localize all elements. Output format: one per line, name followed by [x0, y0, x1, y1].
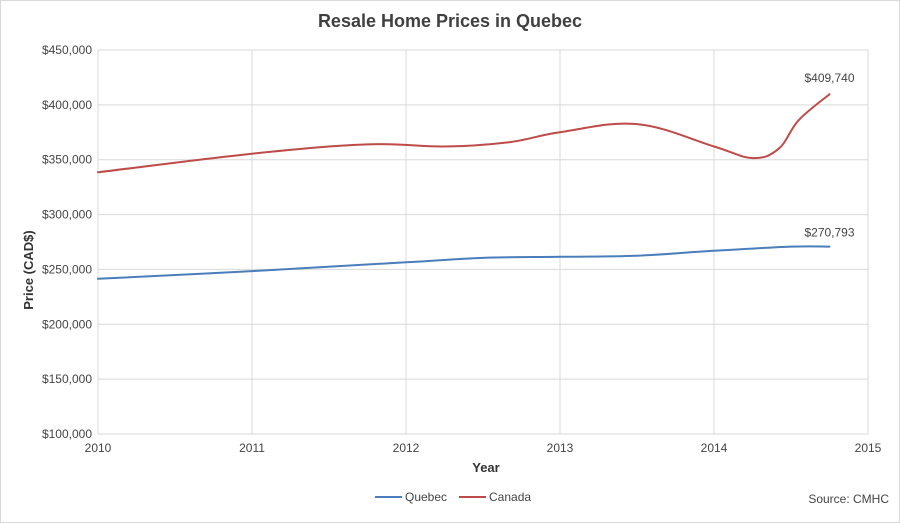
- y-tick-label: $100,000: [42, 427, 92, 441]
- x-tick-label: 2011: [239, 441, 265, 455]
- chart-title: Resale Home Prices in Quebec: [318, 11, 582, 31]
- legend: Quebec Canada: [375, 490, 531, 504]
- legend-label-quebec: Quebec: [405, 490, 447, 504]
- y-tick-label: $250,000: [42, 262, 92, 276]
- y-tick-label: $450,000: [42, 43, 92, 57]
- y-tick-label: $200,000: [42, 317, 92, 331]
- series-layer: [97, 93, 831, 280]
- y-tick-label: $400,000: [42, 98, 92, 112]
- x-axis-title: Year: [472, 460, 499, 475]
- x-tick-label: 2012: [393, 441, 420, 455]
- y-tick-label: $300,000: [42, 208, 92, 222]
- y-tick-label: $150,000: [42, 372, 92, 386]
- labels: $100,000 $150,000 $200,000 $250,000 $300,000…: [42, 43, 882, 455]
- series-line-canada: [97, 93, 831, 174]
- x-tick-label: 2014: [701, 441, 728, 455]
- series-line-quebec: [97, 245, 831, 280]
- y-axis-title: Price (CAD$): [21, 230, 36, 309]
- grid: [97, 49, 869, 435]
- legend-label-canada: Canada: [489, 490, 531, 504]
- y-tick-label: $350,000: [42, 153, 92, 167]
- x-tick-label: 2013: [547, 441, 574, 455]
- x-tick-label: 2015: [855, 441, 882, 455]
- data-label-quebec: $270,793: [804, 226, 854, 240]
- x-tick-label: 2010: [85, 441, 112, 455]
- source-note: Source: CMHC: [808, 492, 889, 506]
- data-label-canada: $409,740: [804, 71, 854, 85]
